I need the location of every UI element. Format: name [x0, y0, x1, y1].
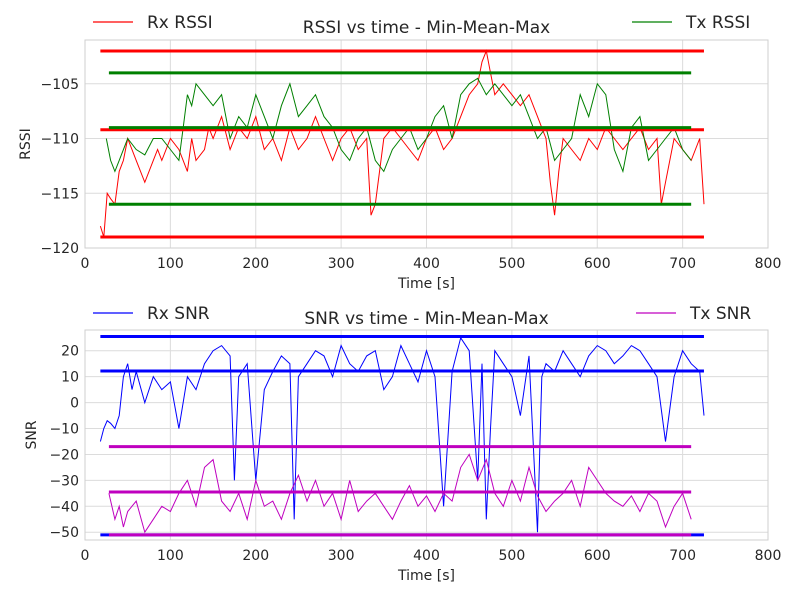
snr-x-tick-label: 600	[584, 548, 611, 564]
snr-x-tick-label: 700	[669, 548, 696, 564]
series-line-tx-rssi	[105, 77, 692, 174]
snr-y-tick-label: −50	[49, 525, 79, 541]
rssi-plot-area	[99, 49, 705, 239]
rssi-y-tick-label: −120	[41, 241, 79, 257]
rssi-x-axis-label: Time [s]	[397, 276, 455, 292]
snr-y-tick-label: 0	[70, 396, 79, 412]
rssi-x-tick-label: 300	[328, 256, 355, 272]
snr-x-tick-label: 800	[755, 548, 782, 564]
snr-x-tick-label: 300	[328, 548, 355, 564]
snr-x-tick-label: 400	[413, 548, 440, 564]
snr-y-tick-label: −30	[49, 473, 79, 489]
rssi-x-tick-label: 100	[157, 256, 184, 272]
legend-label-tx-snr: Tx SNR	[689, 304, 751, 324]
rssi-y-tick-label: −105	[41, 77, 79, 93]
snr-x-tick-label: 500	[499, 548, 526, 564]
snr-chart-title: SNR vs time - Min-Mean-Max	[304, 309, 548, 329]
rssi-chart-title: RSSI vs time - Min-Mean-Max	[303, 18, 550, 38]
snr-plot-area	[99, 334, 705, 537]
snr-axes-frame	[84, 329, 769, 541]
snr-y-tick-label: 10	[61, 370, 79, 386]
snr-x-axis-label: Time [s]	[397, 568, 455, 584]
snr-y-tick-label: −10	[49, 422, 79, 438]
snr-x-tick-label: 100	[157, 548, 184, 564]
snr-y-tick-label: −20	[49, 447, 79, 463]
rssi-x-tick-label: 600	[584, 256, 611, 272]
rssi-chart: 0 100 200 300 400 500 600 700 800 −120 −115 −110 −10…	[18, 13, 781, 292]
rssi-x-tick-label: 500	[499, 256, 526, 272]
legend-label-rx-rssi: Rx RSSI	[147, 13, 213, 33]
rssi-x-tick-label: 0	[81, 256, 90, 272]
snr-chart: 0 100 200 300 400 500 600 700 800−50−40−30−20−10…	[24, 304, 781, 584]
rssi-x-tick-label: 800	[755, 256, 782, 272]
snr-x-tick-label: 200	[242, 548, 269, 564]
legend-label-tx-rssi: Tx RSSI	[685, 13, 750, 33]
snr-y-axis-label: SNR	[24, 420, 40, 449]
series-line-tx-snr	[108, 453, 692, 534]
snr-y-tick-label: 20	[61, 344, 79, 360]
snr-x-tick-label: 0	[81, 548, 90, 564]
rssi-axes-frame	[84, 39, 769, 249]
legend-label-rx-snr: Rx SNR	[147, 304, 210, 324]
series-line-rx-snr	[99, 336, 705, 533]
rssi-x-tick-label: 400	[413, 256, 440, 272]
rssi-y-tick-label: −115	[41, 186, 79, 202]
rssi-x-tick-label: 200	[242, 256, 269, 272]
rssi-x-tick-label: 700	[669, 256, 696, 272]
rssi-y-tick-label: −110	[41, 132, 79, 148]
rssi-y-axis-label: RSSI	[18, 128, 34, 160]
snr-y-tick-label: −40	[49, 499, 79, 515]
